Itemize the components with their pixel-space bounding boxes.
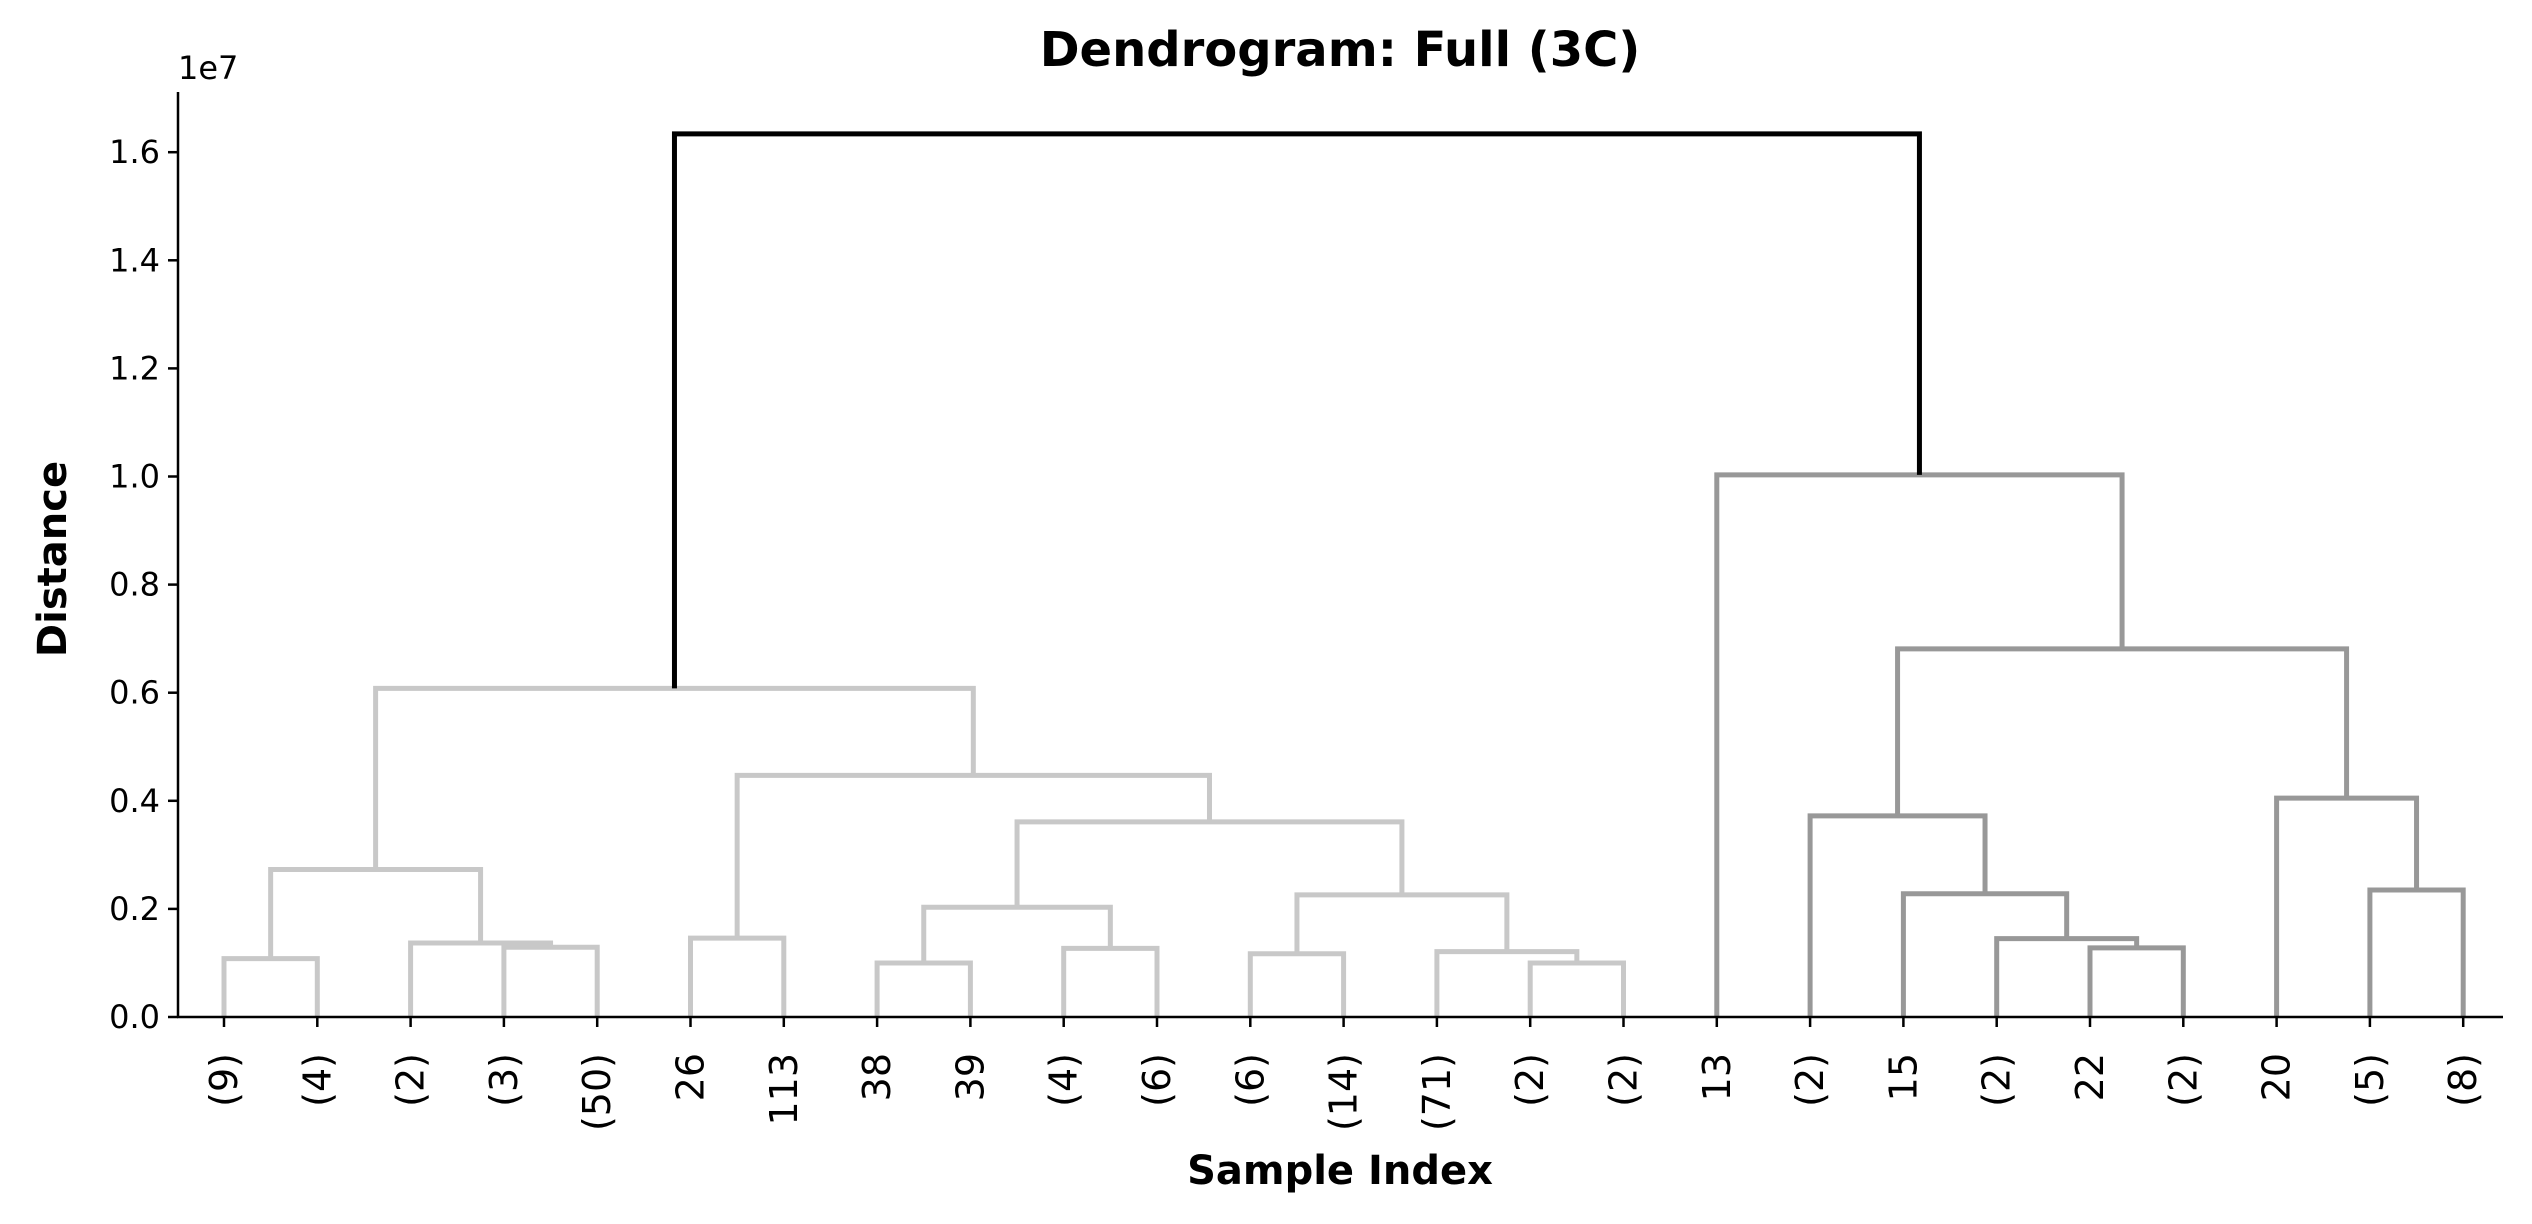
- leaf-label: (5): [2348, 1053, 2392, 1107]
- y-tick-label: 1.0: [109, 458, 160, 496]
- dendrogram-link: [1994, 936, 2140, 1017]
- dendrogram-branches: [221, 131, 2466, 1017]
- leaf-label: (8): [2441, 1053, 2485, 1107]
- leaf-label: 22: [2068, 1053, 2112, 1101]
- dendrogram-link: [2087, 945, 2186, 1017]
- y-axis-title: Distance: [30, 461, 76, 657]
- chart-title: Dendrogram: Full (3C): [1040, 22, 1641, 78]
- dendrogram-link: [874, 960, 973, 1017]
- leaf-label: (4): [1042, 1053, 1086, 1107]
- dendrogram-link: [2274, 795, 2420, 1017]
- y-axis-offset-label: 1e7: [178, 49, 238, 87]
- y-tick-label: 0.8: [109, 566, 160, 604]
- leaf-label: (2): [389, 1053, 433, 1107]
- leaf-label: (6): [1135, 1053, 1179, 1107]
- leaf-label: (2): [1508, 1053, 1552, 1107]
- leaf-label: 15: [1881, 1053, 1925, 1101]
- dendrogram-link: [1294, 892, 1510, 954]
- y-axis-ticks: 0.0 0.2 0.4 0.6 0.8 1.0 1.2 1.4 1.6: [109, 133, 178, 1036]
- dendrogram-link: [921, 904, 1113, 963]
- y-tick-label: 0.0: [109, 998, 160, 1036]
- leaf-label: 38: [855, 1053, 899, 1101]
- dendrogram-link: [1527, 960, 1626, 1017]
- leaf-label: (9): [202, 1053, 246, 1107]
- dendrogram-link: [1061, 945, 1160, 1017]
- leaf-label: (2): [1975, 1053, 2019, 1107]
- x-axis-ticks: (9) (4) (2) (3) (50) 26 113 38 39 (4) (6) (6) (14) (7…: [202, 1017, 2485, 1131]
- dendrogram-link: [1247, 951, 1347, 1017]
- y-tick-label: 0.4: [109, 782, 160, 820]
- x-axis-title: Sample Index: [1187, 1148, 1493, 1194]
- leaf-label: (6): [1228, 1053, 1272, 1107]
- dendrogram-link: [501, 944, 600, 1017]
- leaf-label: 39: [948, 1053, 992, 1101]
- leaf-label: 13: [1695, 1053, 1739, 1101]
- leaf-label: (14): [1322, 1053, 1366, 1131]
- leaf-label: (4): [295, 1053, 339, 1107]
- leaf-label: 20: [2255, 1053, 2299, 1101]
- dendrogram-link: [1895, 646, 2350, 816]
- dendrogram-link: [408, 940, 554, 1017]
- leaf-label: 113: [762, 1053, 806, 1126]
- y-tick-label: 1.4: [109, 241, 160, 279]
- leaf-label: (2): [1602, 1053, 1646, 1107]
- dendrogram-link: [373, 685, 976, 870]
- y-tick-label: 1.2: [109, 349, 160, 387]
- dendrogram-link: [2367, 887, 2466, 1017]
- y-tick-label: 1.6: [109, 133, 160, 171]
- dendrogram-link: [1807, 813, 1988, 1017]
- leaf-label: (71): [1415, 1053, 1459, 1131]
- y-tick-label: 0.6: [109, 674, 160, 712]
- leaf-label: (3): [482, 1053, 526, 1107]
- dendrogram-link: [1014, 819, 1405, 908]
- dendrogram-link: [734, 772, 1212, 939]
- leaf-label: 26: [669, 1053, 713, 1101]
- dendrogram-link: [221, 956, 320, 1017]
- leaf-label: (2): [1788, 1053, 1832, 1107]
- dendrogram-link: [1900, 891, 2070, 1017]
- dendrogram-link: [688, 935, 787, 1017]
- dendrogram-link: [1714, 472, 2125, 1017]
- leaf-label: (2): [2161, 1053, 2205, 1107]
- leaf-label: (50): [575, 1053, 619, 1131]
- y-tick-label: 0.2: [109, 890, 160, 928]
- dendrogram-link: [671, 131, 1922, 689]
